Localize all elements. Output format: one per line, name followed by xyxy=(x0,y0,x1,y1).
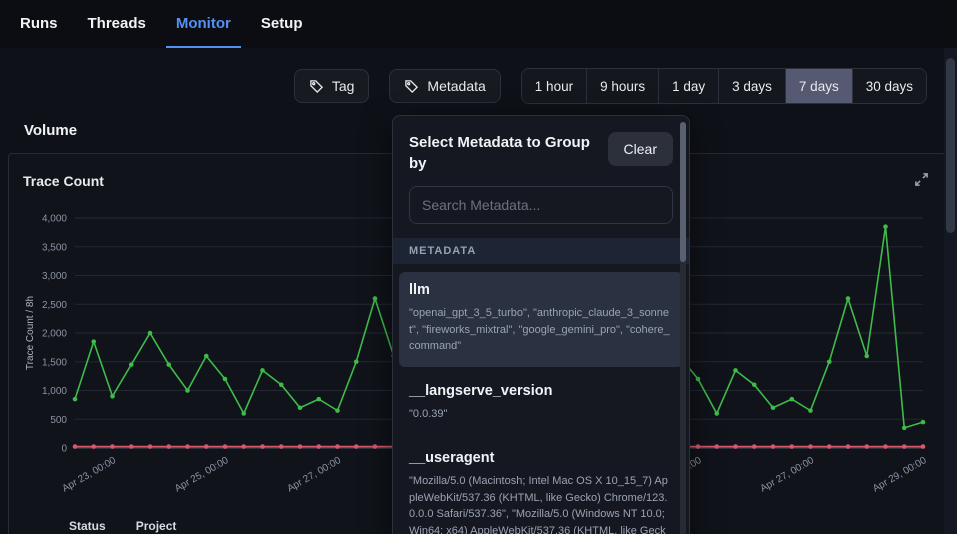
card-header xyxy=(496,166,931,196)
svg-text:1,500: 1,500 xyxy=(42,357,67,368)
metadata-key: __langserve_version xyxy=(409,382,553,399)
tab-threads[interactable]: Threads xyxy=(87,14,146,32)
metadata-option-langserve-version[interactable]: __langserve_version "0.0.39" xyxy=(399,373,683,435)
range-7-days[interactable]: 7 days xyxy=(784,69,852,103)
page-scrollbar-thumb[interactable] xyxy=(946,58,955,233)
metadata-option-llm[interactable]: llm "openai_gpt_3_5_turbo", "anthropic_c… xyxy=(399,272,683,367)
tag-icon xyxy=(309,79,324,94)
legend-col-status: Status xyxy=(69,519,106,533)
metadata-section-label: METADATA xyxy=(393,238,689,264)
metadata-values: "openai_gpt_3_5_turbo", "anthropic_claud… xyxy=(409,307,670,352)
metadata-search-input[interactable] xyxy=(409,186,673,224)
expand-icon[interactable] xyxy=(912,170,931,192)
tab-setup[interactable]: Setup xyxy=(260,14,303,32)
chart-title: Trace Count xyxy=(23,173,104,189)
svg-text:Apr 27, 00:00: Apr 27, 00:00 xyxy=(285,455,343,495)
section-title-volume: Volume xyxy=(24,122,78,139)
svg-text:Apr 27, 00:00: Apr 27, 00:00 xyxy=(758,455,816,495)
metadata-values: "0.0.39" xyxy=(409,407,448,420)
range-3-days[interactable]: 3 days xyxy=(718,69,785,103)
range-1-hour[interactable]: 1 hour xyxy=(521,69,587,103)
trace-count-chart[interactable]: 0 500 1,000 1,500 2,000 2,500 3,000 3,500 4,000 A… xyxy=(23,196,458,511)
dropdown-scrollbar[interactable] xyxy=(680,122,686,534)
svg-text:2,500: 2,500 xyxy=(42,300,67,311)
tag-filter-button[interactable]: Tag xyxy=(293,69,370,103)
tab-runs[interactable]: Runs xyxy=(20,14,58,32)
range-30-days[interactable]: 30 days xyxy=(851,69,926,103)
legend-col-project: Project xyxy=(135,519,177,533)
page-scrollbar[interactable] xyxy=(944,48,957,534)
svg-text:Apr 25, 00:00: Apr 25, 00:00 xyxy=(173,455,231,495)
clear-button[interactable]: Clear xyxy=(607,132,673,166)
metadata-option-useragent[interactable]: __useragent "Mozilla/5.0 (Macintosh; Int… xyxy=(399,440,683,534)
svg-text:4,000: 4,000 xyxy=(42,214,67,225)
svg-text:Trace Count / 8h: Trace Count / 8h xyxy=(25,296,36,370)
tab-monitor[interactable]: Monitor xyxy=(165,0,241,48)
svg-text:0: 0 xyxy=(61,444,67,455)
metadata-button-label: Metadata xyxy=(427,78,486,94)
metadata-dropdown: Select Metadata to Group by Clear METADA… xyxy=(392,115,690,534)
metadata-key: __useragent xyxy=(409,450,495,466)
dropdown-title: Select Metadata to Group by xyxy=(409,134,590,172)
toolbar: Tag Metadata 1 hour 9 hours 1 day 3 days… xyxy=(0,48,957,118)
metadata-key: llm xyxy=(409,282,430,298)
svg-text:2,000: 2,000 xyxy=(42,329,67,340)
top-nav: Runs Threads Monitor Setup xyxy=(0,0,957,48)
metadata-options-list: llm "openai_gpt_3_5_turbo", "anthropic_c… xyxy=(393,264,689,534)
dropdown-scrollbar-thumb[interactable] xyxy=(680,122,686,262)
range-9-hours[interactable]: 9 hours xyxy=(586,69,659,103)
tag-icon xyxy=(404,79,419,94)
svg-text:Apr 23, 00:00: Apr 23, 00:00 xyxy=(60,455,118,495)
svg-text:Apr 29, 00:00: Apr 29, 00:00 xyxy=(871,455,929,495)
svg-text:500: 500 xyxy=(50,415,67,426)
range-1-day[interactable]: 1 day xyxy=(658,69,719,103)
svg-text:1,000: 1,000 xyxy=(42,386,67,397)
svg-text:3,000: 3,000 xyxy=(42,271,67,282)
metadata-values: "Mozilla/5.0 (Macintosh; Intel Mac OS X … xyxy=(409,475,668,534)
metadata-group-button[interactable]: Metadata xyxy=(389,69,501,103)
time-range-group: 1 hour 9 hours 1 day 3 days 7 days 30 da… xyxy=(520,68,927,104)
dropdown-header: Select Metadata to Group by Clear xyxy=(409,132,673,174)
legend-header: Status Project xyxy=(23,519,458,533)
tag-button-label: Tag xyxy=(331,78,355,94)
svg-text:3,500: 3,500 xyxy=(42,242,67,253)
